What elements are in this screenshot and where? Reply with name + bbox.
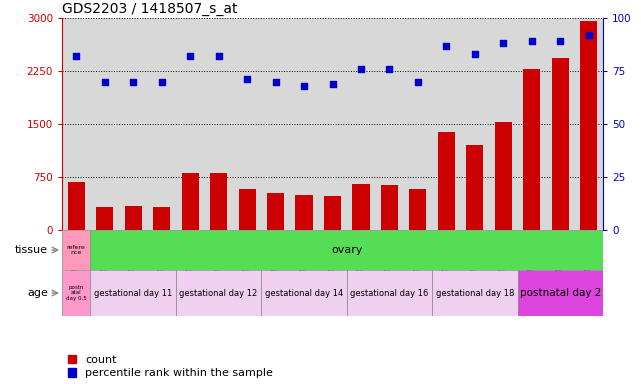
- Bar: [90, 270, 176, 316]
- Bar: [438, 132, 455, 230]
- Bar: [68, 182, 85, 230]
- Bar: [210, 174, 227, 230]
- Point: [470, 51, 480, 57]
- Text: gestational day 12: gestational day 12: [179, 288, 258, 298]
- Bar: [523, 69, 540, 230]
- Point: [128, 79, 138, 85]
- Bar: [495, 122, 512, 230]
- Legend: count, percentile rank within the sample: count, percentile rank within the sample: [67, 355, 273, 379]
- Text: gestational day 14: gestational day 14: [265, 288, 343, 298]
- Text: age: age: [27, 288, 48, 298]
- Bar: [262, 270, 347, 316]
- Bar: [410, 189, 426, 230]
- Point: [185, 53, 196, 59]
- Bar: [296, 195, 313, 230]
- Bar: [181, 173, 199, 230]
- Point: [385, 66, 395, 72]
- Point: [71, 53, 81, 59]
- Bar: [324, 196, 341, 230]
- Point: [555, 38, 565, 45]
- Bar: [517, 270, 603, 316]
- Text: ovary: ovary: [331, 245, 363, 255]
- Text: gestational day 11: gestational day 11: [94, 288, 172, 298]
- Text: refere
nce: refere nce: [67, 245, 86, 255]
- Point: [328, 81, 338, 87]
- Text: gestational day 18: gestational day 18: [436, 288, 514, 298]
- Bar: [347, 270, 432, 316]
- Text: tissue: tissue: [15, 245, 48, 255]
- Bar: [552, 58, 569, 230]
- Bar: [466, 145, 483, 230]
- Bar: [124, 206, 142, 230]
- Bar: [381, 185, 398, 230]
- Point: [271, 79, 281, 85]
- Point: [441, 43, 451, 49]
- Text: gestational day 16: gestational day 16: [350, 288, 429, 298]
- Bar: [353, 184, 369, 230]
- Point: [356, 66, 366, 72]
- Bar: [96, 207, 113, 230]
- Bar: [176, 270, 262, 316]
- Point: [242, 76, 252, 83]
- Text: postn
atal
day 0.5: postn atal day 0.5: [66, 285, 87, 301]
- Point: [584, 32, 594, 38]
- Point: [413, 79, 423, 85]
- Point: [213, 53, 224, 59]
- Bar: [267, 193, 284, 230]
- Bar: [62, 230, 90, 270]
- Bar: [62, 270, 90, 316]
- Point: [527, 38, 537, 45]
- Point: [156, 79, 167, 85]
- Text: postnatal day 2: postnatal day 2: [520, 288, 601, 298]
- Point: [299, 83, 309, 89]
- Bar: [153, 207, 171, 230]
- Point: [99, 79, 110, 85]
- Text: GDS2203 / 1418507_s_at: GDS2203 / 1418507_s_at: [62, 2, 238, 16]
- Bar: [432, 270, 517, 316]
- Bar: [580, 21, 597, 230]
- Point: [498, 40, 508, 46]
- Bar: [238, 189, 256, 230]
